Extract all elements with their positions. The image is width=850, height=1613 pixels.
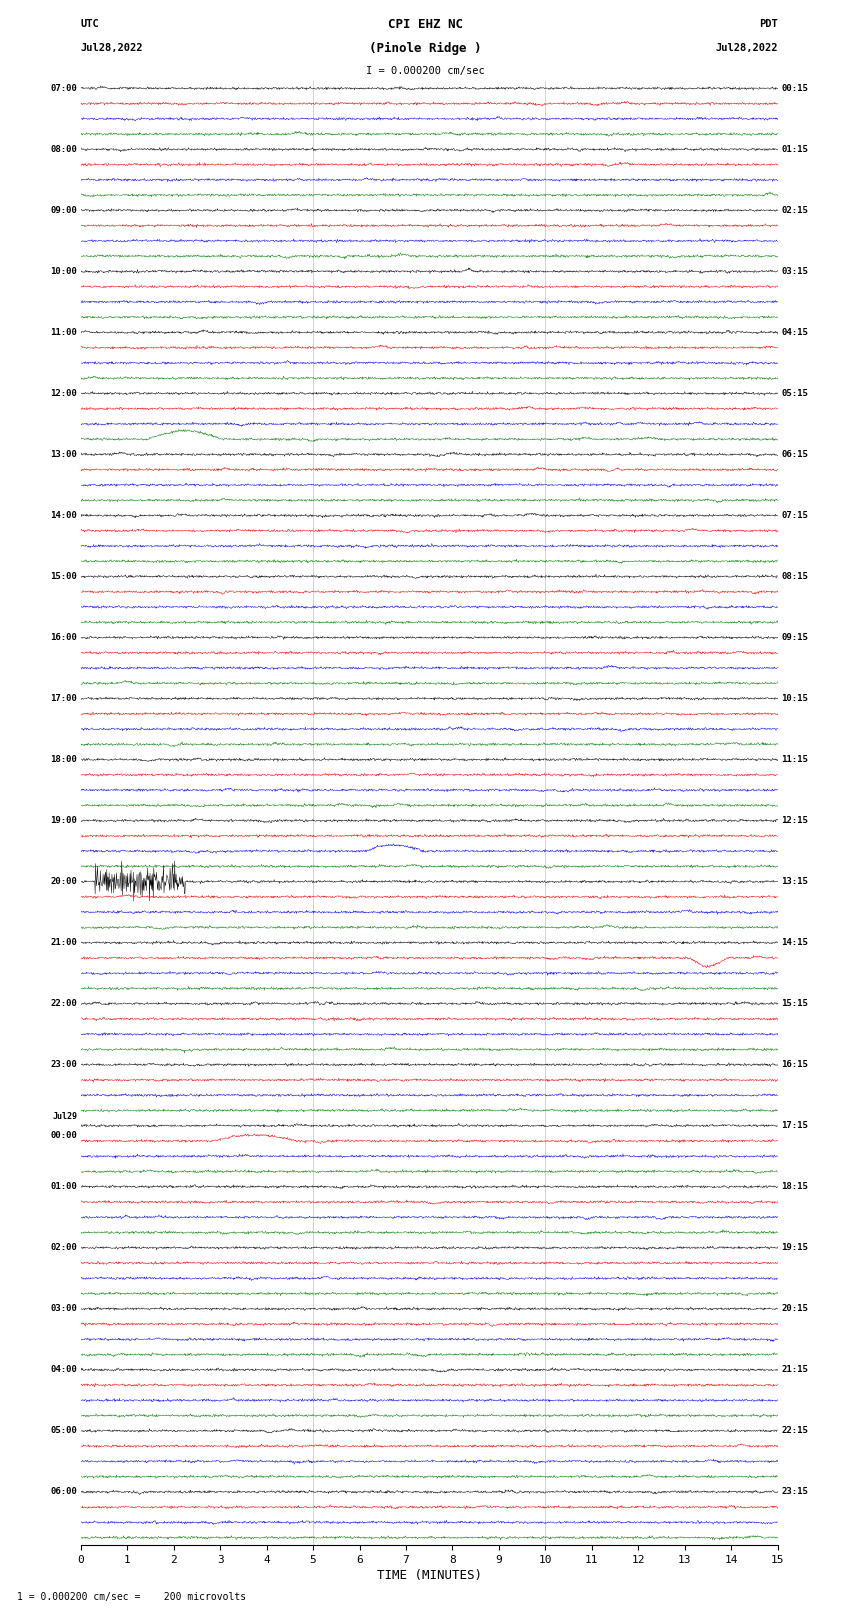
Text: (Pinole Ridge ): (Pinole Ridge ) bbox=[369, 42, 481, 55]
Text: 10:15: 10:15 bbox=[781, 694, 808, 703]
Text: 11:00: 11:00 bbox=[50, 327, 77, 337]
Text: 20:15: 20:15 bbox=[781, 1305, 808, 1313]
Text: Jul29: Jul29 bbox=[53, 1111, 77, 1121]
Text: 16:15: 16:15 bbox=[781, 1060, 808, 1069]
Text: 08:15: 08:15 bbox=[781, 573, 808, 581]
Text: 07:15: 07:15 bbox=[781, 511, 808, 519]
Text: 04:15: 04:15 bbox=[781, 327, 808, 337]
Text: 21:00: 21:00 bbox=[50, 939, 77, 947]
Text: Jul28,2022: Jul28,2022 bbox=[81, 44, 144, 53]
Text: 12:00: 12:00 bbox=[50, 389, 77, 398]
Text: CPI EHZ NC: CPI EHZ NC bbox=[388, 18, 462, 31]
Text: 01:15: 01:15 bbox=[781, 145, 808, 153]
Text: 18:00: 18:00 bbox=[50, 755, 77, 765]
Text: 17:15: 17:15 bbox=[781, 1121, 808, 1131]
Text: 23:00: 23:00 bbox=[50, 1060, 77, 1069]
Text: 16:00: 16:00 bbox=[50, 632, 77, 642]
Text: UTC: UTC bbox=[81, 19, 99, 29]
Text: 01:00: 01:00 bbox=[50, 1182, 77, 1192]
Text: 10:00: 10:00 bbox=[50, 266, 77, 276]
Text: 15:00: 15:00 bbox=[50, 573, 77, 581]
Text: 14:00: 14:00 bbox=[50, 511, 77, 519]
Text: 14:15: 14:15 bbox=[781, 939, 808, 947]
Text: 06:15: 06:15 bbox=[781, 450, 808, 460]
Text: 04:00: 04:00 bbox=[50, 1365, 77, 1374]
Text: 13:00: 13:00 bbox=[50, 450, 77, 460]
Text: 20:00: 20:00 bbox=[50, 877, 77, 886]
Text: 13:15: 13:15 bbox=[781, 877, 808, 886]
Text: 17:00: 17:00 bbox=[50, 694, 77, 703]
Text: 19:00: 19:00 bbox=[50, 816, 77, 826]
Text: 00:00: 00:00 bbox=[50, 1131, 77, 1140]
Text: 23:15: 23:15 bbox=[781, 1487, 808, 1497]
Text: 19:15: 19:15 bbox=[781, 1244, 808, 1252]
Text: 11:15: 11:15 bbox=[781, 755, 808, 765]
Text: 02:00: 02:00 bbox=[50, 1244, 77, 1252]
Text: 05:00: 05:00 bbox=[50, 1426, 77, 1436]
Text: 03:15: 03:15 bbox=[781, 266, 808, 276]
Text: 21:15: 21:15 bbox=[781, 1365, 808, 1374]
Text: 15:15: 15:15 bbox=[781, 998, 808, 1008]
Text: 09:00: 09:00 bbox=[50, 206, 77, 215]
Text: 22:00: 22:00 bbox=[50, 998, 77, 1008]
X-axis label: TIME (MINUTES): TIME (MINUTES) bbox=[377, 1569, 482, 1582]
Text: PDT: PDT bbox=[759, 19, 778, 29]
Text: 12:15: 12:15 bbox=[781, 816, 808, 826]
Text: 03:00: 03:00 bbox=[50, 1305, 77, 1313]
Text: 08:00: 08:00 bbox=[50, 145, 77, 153]
Text: 18:15: 18:15 bbox=[781, 1182, 808, 1192]
Text: Jul28,2022: Jul28,2022 bbox=[715, 44, 778, 53]
Text: I = 0.000200 cm/sec: I = 0.000200 cm/sec bbox=[366, 66, 484, 76]
Text: 22:15: 22:15 bbox=[781, 1426, 808, 1436]
Text: 07:00: 07:00 bbox=[50, 84, 77, 94]
Text: 00:15: 00:15 bbox=[781, 84, 808, 94]
Text: 06:00: 06:00 bbox=[50, 1487, 77, 1497]
Text: 02:15: 02:15 bbox=[781, 206, 808, 215]
Text: 09:15: 09:15 bbox=[781, 632, 808, 642]
Text: 1 = 0.000200 cm/sec =    200 microvolts: 1 = 0.000200 cm/sec = 200 microvolts bbox=[17, 1592, 246, 1602]
Text: 05:15: 05:15 bbox=[781, 389, 808, 398]
